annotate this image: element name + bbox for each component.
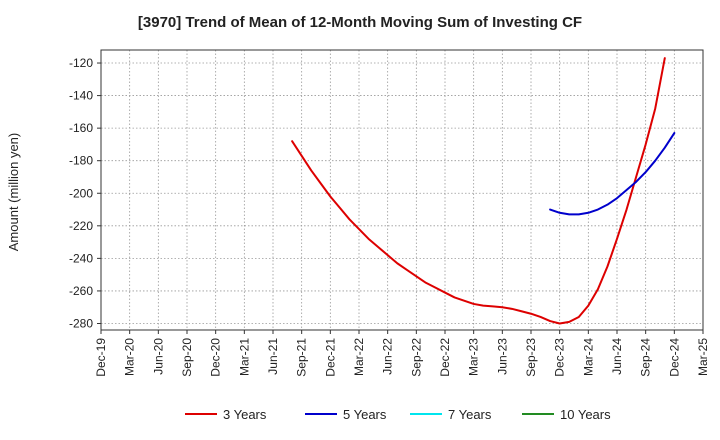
legend-label: 3 Years bbox=[223, 407, 267, 422]
legend-label: 10 Years bbox=[560, 407, 611, 422]
legend-item: 10 Years bbox=[522, 407, 611, 422]
x-tick-label: Mar-25 bbox=[696, 338, 710, 376]
y-axis-label: Amount (million yen) bbox=[6, 133, 21, 252]
y-tick-label: -280 bbox=[69, 316, 93, 330]
y-tick-label: -140 bbox=[69, 89, 93, 103]
x-tick-label: Dec-24 bbox=[667, 338, 681, 377]
legend-item: 7 Years bbox=[410, 407, 492, 422]
x-tick-label: Jun-23 bbox=[495, 338, 509, 375]
plot-frame bbox=[100, 49, 704, 331]
y-tick-label: -120 bbox=[69, 56, 93, 70]
chart-title: [3970] Trend of Mean of 12-Month Moving … bbox=[137, 14, 583, 31]
x-tick-label: Sep-20 bbox=[180, 338, 194, 377]
legend-item: 5 Years bbox=[305, 407, 387, 422]
x-tick-label: Jun-24 bbox=[610, 338, 624, 375]
x-tick-label: Mar-21 bbox=[237, 338, 251, 376]
x-tick-label: Jun-22 bbox=[381, 338, 395, 375]
x-tick-label: Dec-22 bbox=[438, 338, 452, 377]
legend-item: 3 Years bbox=[185, 407, 267, 422]
x-tick-label: Sep-21 bbox=[295, 338, 309, 377]
series-line-3-years bbox=[291, 57, 666, 325]
x-tick-label: Dec-19 bbox=[94, 338, 108, 377]
x-tick-label: Dec-21 bbox=[323, 338, 337, 377]
x-tick-label: Jun-20 bbox=[151, 338, 165, 375]
y-tick-label: -240 bbox=[69, 251, 93, 265]
x-tick-label: Sep-24 bbox=[639, 338, 653, 377]
legend-label: 5 Years bbox=[343, 407, 387, 422]
series-line-5-years bbox=[549, 132, 676, 216]
x-tick-label: Dec-20 bbox=[209, 338, 223, 377]
y-tick-labels: -280 -260 -240 -220 -200 -180 -160 -140 -120 bbox=[69, 56, 101, 330]
x-tick-label: Sep-23 bbox=[524, 338, 538, 377]
legend-label: 7 Years bbox=[448, 407, 492, 422]
x-tick-label: Dec-23 bbox=[553, 338, 567, 377]
x-tick-label: Mar-20 bbox=[123, 338, 137, 376]
y-tick-label: -160 bbox=[69, 121, 93, 135]
x-tick-label: Mar-24 bbox=[581, 338, 595, 376]
x-tick-label: Sep-22 bbox=[409, 338, 423, 377]
y-tick-label: -220 bbox=[69, 219, 93, 233]
x-tick-label: Jun-21 bbox=[266, 338, 280, 375]
x-tick-labels: Dec-19 Mar-20 Jun-20 Sep-20 Dec-20 Mar-21 Jun-… bbox=[94, 330, 710, 377]
series-layer bbox=[291, 57, 676, 325]
x-tick-label: Mar-22 bbox=[352, 338, 366, 376]
legend: 3 Years 5 Years 7 Years 10 Years bbox=[185, 407, 611, 422]
y-tick-label: -260 bbox=[69, 284, 93, 298]
x-tick-label: Mar-23 bbox=[467, 338, 481, 376]
y-tick-label: -180 bbox=[69, 154, 93, 168]
y-tick-label: -200 bbox=[69, 186, 93, 200]
grid-layer bbox=[100, 50, 704, 330]
